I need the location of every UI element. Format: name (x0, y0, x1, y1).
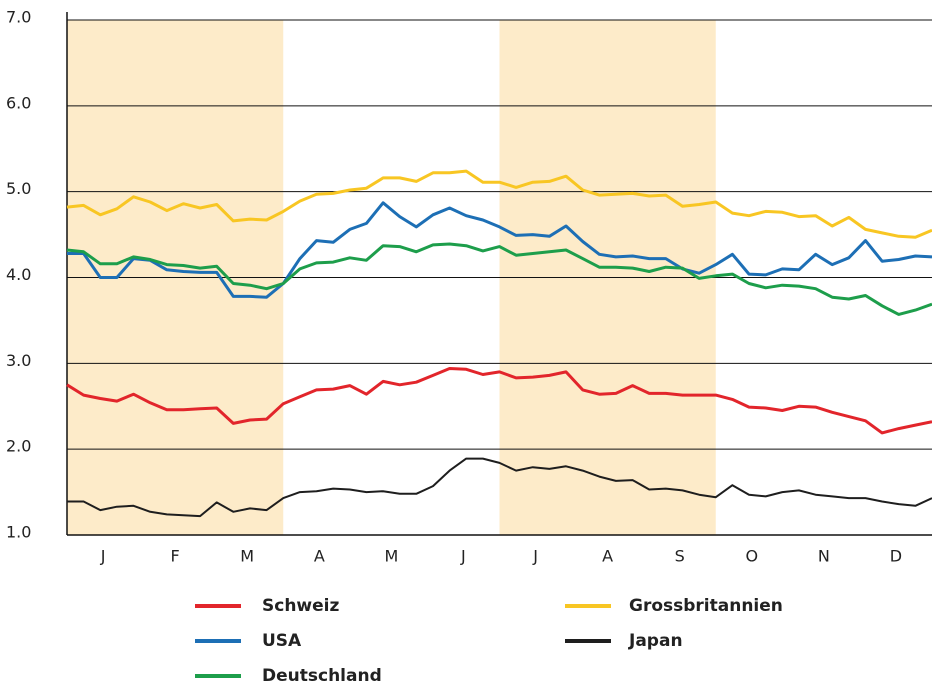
y-tick-label: 2.0 (6, 437, 31, 456)
y-tick-label: 1.0 (6, 523, 31, 542)
legend-label: Deutschland (262, 666, 382, 686)
series-line (66, 367, 932, 435)
x-tick-label: M (240, 547, 254, 566)
series-line (66, 169, 932, 239)
y-tick-label: 4.0 (6, 265, 31, 284)
x-tick-label: D (890, 547, 902, 566)
x-tick-label: S (675, 547, 685, 566)
y-tick-label: 7.0 (6, 8, 31, 27)
series-line (67, 457, 932, 518)
legend-label: Japan (628, 631, 683, 651)
x-tick-label: J (460, 547, 466, 566)
series-line (66, 242, 932, 316)
y-tick-label: 3.0 (6, 351, 31, 370)
x-tick-label: A (314, 547, 325, 566)
x-tick-label: F (171, 547, 180, 566)
x-tick-label: J (532, 547, 538, 566)
legend-label: Schweiz (262, 596, 339, 616)
x-tick-label: O (746, 547, 759, 566)
x-tick-label: M (384, 547, 398, 566)
y-tick-label: 5.0 (6, 179, 31, 198)
series-line (67, 201, 932, 299)
y-tick-label: 6.0 (6, 93, 31, 112)
x-tick-label: J (100, 547, 106, 566)
x-tick-label: A (602, 547, 613, 566)
legend-label: Grossbritannien (629, 596, 783, 616)
x-tick-label: N (818, 547, 830, 566)
legend-label: USA (262, 631, 302, 651)
